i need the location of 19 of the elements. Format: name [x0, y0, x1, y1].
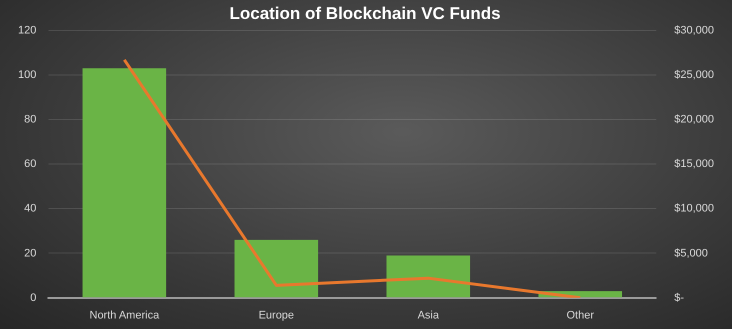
y2-tick-label: $25,000 — [674, 69, 714, 81]
y-tick-label: 0 — [30, 292, 36, 304]
y-tick-label: 100 — [18, 69, 36, 81]
y2-tick-label: $5,000 — [674, 247, 708, 260]
x-tick-label: Asia — [418, 309, 440, 322]
x-tick-label: Other — [566, 309, 594, 322]
y2-tick-label: $30,000 — [674, 24, 714, 36]
y2-tick-label: $- — [674, 292, 684, 304]
y2-tick-label: $20,000 — [674, 114, 714, 126]
x-tick-label: North America — [89, 309, 160, 322]
y-tick-label: 20 — [24, 247, 36, 260]
y2-tick-label: $10,000 — [674, 202, 714, 215]
y-tick-label: 40 — [24, 202, 36, 215]
chart-title: Location of Blockchain VC Funds — [229, 4, 501, 23]
x-tick-label: Europe — [258, 309, 294, 322]
y-tick-label: 60 — [24, 158, 36, 170]
y2-tick-label: $15,000 — [674, 158, 714, 170]
y-tick-label: 120 — [18, 24, 36, 36]
y-tick-label: 80 — [24, 114, 36, 126]
